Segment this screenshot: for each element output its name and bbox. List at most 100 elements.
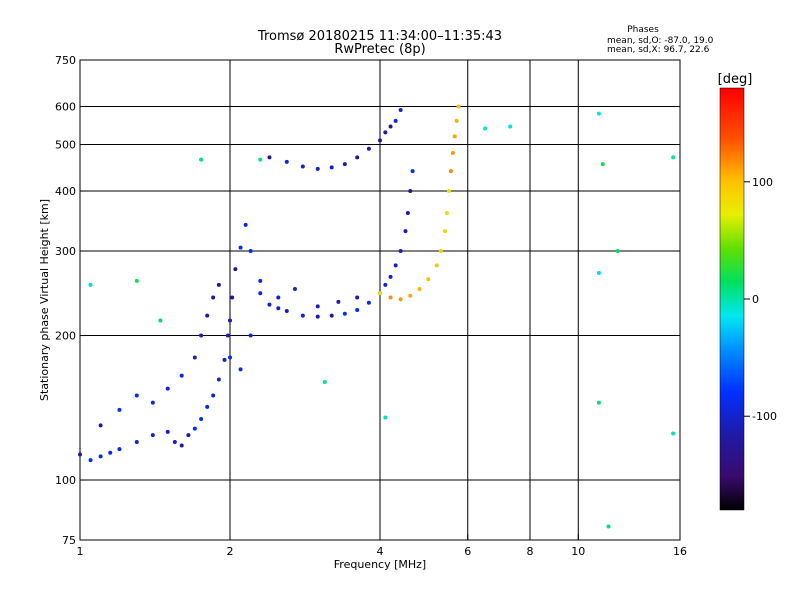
data-point — [438, 249, 443, 254]
data-point — [596, 270, 601, 275]
data-point — [448, 169, 453, 174]
data-point — [233, 267, 238, 272]
data-point — [300, 164, 305, 169]
x-tick-label: 4 — [377, 545, 384, 558]
y-tick-label: 750 — [55, 54, 76, 67]
data-point — [442, 229, 447, 234]
data-point — [410, 169, 415, 174]
data-point — [450, 151, 455, 156]
data-point — [230, 295, 235, 300]
colorbar-ticks: 100 0 -100 — [744, 176, 777, 423]
data-point — [117, 407, 122, 412]
data-points — [78, 104, 676, 529]
data-point — [225, 333, 230, 338]
data-point — [454, 118, 459, 123]
colorbar-tick-label: -100 — [752, 410, 777, 423]
data-point — [117, 447, 122, 452]
colorbar-tick-label: 0 — [752, 293, 759, 306]
data-point — [398, 108, 403, 113]
data-point — [408, 293, 413, 298]
data-point — [158, 318, 163, 323]
data-point — [284, 308, 289, 313]
data-point — [205, 313, 210, 318]
data-point — [336, 299, 341, 304]
data-point — [192, 426, 197, 431]
data-point — [383, 130, 388, 135]
data-point — [284, 159, 289, 164]
data-point — [366, 146, 371, 151]
data-point — [408, 189, 413, 194]
axis-ticks: 1 2 4 6 8 10 16 75 100 200 300 400 500 600 750 — [55, 54, 687, 558]
data-point — [222, 357, 227, 362]
colorbar-label: [deg] — [718, 72, 753, 87]
data-point — [248, 249, 253, 254]
x-tick-label: 2 — [227, 545, 234, 558]
data-point — [355, 295, 360, 300]
data-point — [150, 433, 155, 438]
data-point — [615, 249, 620, 254]
data-point — [199, 157, 204, 162]
y-axis-label: Stationary phase Virtual Height [km] — [38, 199, 51, 401]
data-point — [378, 291, 382, 296]
data-point — [300, 313, 305, 318]
data-point — [165, 386, 170, 391]
data-point — [192, 355, 197, 360]
data-point — [258, 291, 263, 296]
grid-lines — [80, 60, 680, 540]
data-point — [98, 423, 103, 428]
data-point — [315, 314, 320, 319]
data-point — [398, 249, 403, 254]
x-tick-label: 8 — [527, 545, 534, 558]
data-point — [355, 155, 360, 160]
data-point — [88, 458, 93, 463]
data-point — [108, 450, 113, 455]
data-point — [238, 245, 243, 250]
x-axis-label: Frequency [MHz] — [334, 558, 426, 571]
data-point — [403, 229, 408, 234]
data-point — [388, 295, 393, 300]
data-point — [315, 166, 320, 171]
data-point — [199, 333, 204, 338]
data-point — [671, 431, 676, 436]
y-tick-label: 500 — [55, 139, 76, 152]
data-point — [276, 295, 281, 300]
data-point — [172, 440, 177, 445]
data-point — [388, 274, 393, 279]
data-point — [98, 454, 103, 459]
data-point — [315, 304, 320, 309]
data-point — [134, 393, 139, 398]
data-point — [342, 162, 347, 167]
data-point — [322, 380, 327, 385]
y-tick-label: 300 — [55, 245, 76, 258]
y-tick-label: 200 — [55, 330, 76, 343]
y-tick-label: 400 — [55, 185, 76, 198]
colorbar — [719, 87, 745, 511]
data-point — [596, 400, 601, 405]
data-point — [393, 263, 398, 268]
data-point — [366, 300, 371, 305]
data-point — [393, 118, 398, 123]
data-point — [456, 104, 461, 109]
data-point — [606, 524, 611, 529]
data-point — [258, 157, 263, 162]
colorbar-tick-label: 100 — [752, 176, 773, 189]
data-point — [355, 308, 360, 313]
data-point — [378, 138, 382, 143]
data-point — [228, 355, 232, 360]
chart-subtitle: RwPretec (8p) — [334, 42, 425, 57]
x-tick-label: 1 — [77, 545, 84, 558]
data-point — [88, 282, 93, 287]
data-point — [186, 433, 191, 438]
data-point — [596, 111, 601, 116]
data-point — [383, 282, 388, 287]
data-point — [199, 417, 204, 422]
x-tick-label: 6 — [464, 545, 471, 558]
data-point — [134, 440, 139, 445]
data-point — [434, 263, 439, 268]
data-point — [600, 162, 605, 167]
x-tick-label: 16 — [673, 545, 687, 558]
chart-title: Tromsø 20180215 11:34:00–11:35:43 — [257, 29, 502, 44]
y-tick-label: 100 — [55, 474, 76, 487]
y-tick-label: 600 — [55, 101, 76, 114]
